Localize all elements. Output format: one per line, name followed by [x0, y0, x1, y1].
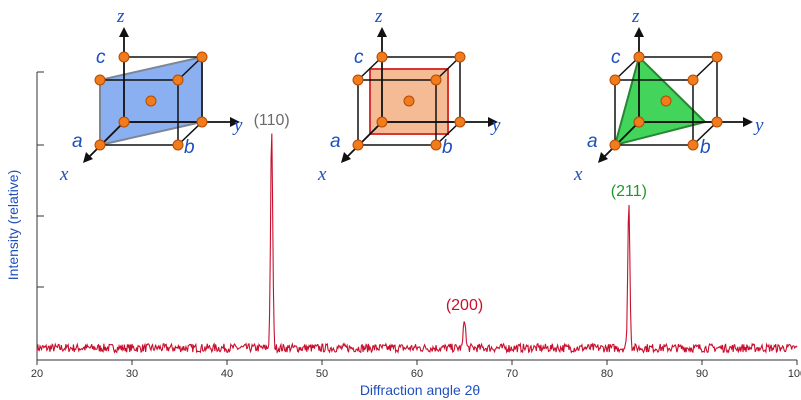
y-arrowhead: [743, 117, 753, 127]
atom: [711, 51, 723, 63]
atom: [430, 74, 442, 86]
x-axis-ticks: 20 30 40 50 60 70 80 90 100: [31, 360, 801, 380]
cube-diagram-200: z y x a b c: [317, 6, 501, 185]
atom: [352, 139, 364, 151]
atom: [376, 116, 388, 128]
atom: [633, 51, 645, 63]
corner-label-a: a: [330, 131, 341, 152]
axis-label-y: y: [232, 115, 243, 136]
axis-label-x: x: [573, 164, 583, 185]
x-tick-label: 30: [126, 368, 138, 380]
axis-label-z: z: [631, 6, 640, 27]
y-arrowhead: [488, 117, 498, 127]
x-tick-label: 100: [788, 368, 801, 380]
corner-label-b: b: [442, 137, 453, 158]
axis-arrows: [87, 34, 232, 159]
corner-label-a: a: [72, 131, 83, 152]
intensity-series-line: [36, 133, 798, 355]
corner-label-b: b: [700, 137, 711, 158]
atom: [660, 95, 672, 107]
y-axis-ticks: [37, 71, 44, 288]
atom: [403, 95, 415, 107]
y-arrowhead: [230, 117, 240, 127]
atom: [118, 51, 130, 63]
atoms: [94, 51, 208, 151]
corner-label-c: c: [611, 47, 621, 68]
y-axis-title: Intensity (relative): [5, 170, 21, 280]
x-tick-label: 80: [601, 368, 613, 380]
axis-arrows: [602, 34, 745, 159]
peak-label-110: (110): [254, 112, 290, 129]
axis-label-x: x: [317, 164, 327, 185]
axis-label-z: z: [374, 6, 383, 27]
atom: [196, 116, 208, 128]
atom: [609, 139, 621, 151]
x-arrowhead: [598, 152, 608, 163]
z-arrowhead: [634, 27, 644, 37]
atom: [352, 74, 364, 86]
atoms: [352, 51, 466, 151]
atom: [609, 74, 621, 86]
atom: [196, 51, 208, 63]
peak-label-211: (211): [611, 183, 647, 200]
atom: [376, 51, 388, 63]
corner-label-c: c: [96, 47, 106, 68]
atom: [145, 95, 157, 107]
atom: [454, 51, 466, 63]
x-tick-label: 70: [506, 368, 518, 380]
x-tick-label: 60: [411, 368, 423, 380]
atom: [172, 139, 184, 151]
z-arrowhead: [119, 27, 129, 37]
axis-label-y: y: [753, 115, 764, 136]
cube-diagram-211: z y x a b c: [573, 6, 764, 185]
atom: [687, 74, 699, 86]
corner-label-c: c: [354, 47, 364, 68]
axis-label-y: y: [490, 115, 501, 136]
cube-diagram-110: z y x a b c: [59, 6, 243, 185]
x-axis-title: Diffraction angle 2θ: [360, 382, 481, 398]
x-tick-label: 20: [31, 368, 43, 380]
atom: [94, 74, 106, 86]
atom: [118, 116, 130, 128]
x-arrowhead: [341, 152, 351, 163]
corner-label-b: b: [184, 137, 195, 158]
atom: [94, 139, 106, 151]
atoms: [609, 51, 723, 151]
atom: [633, 116, 645, 128]
axis-label-z: z: [116, 6, 125, 27]
z-arrowhead: [377, 27, 387, 37]
corner-label-a: a: [587, 131, 598, 152]
x-tick-label: 40: [221, 368, 233, 380]
atom: [430, 139, 442, 151]
atom: [454, 116, 466, 128]
atom: [687, 139, 699, 151]
peak-label-200: (200): [446, 297, 483, 314]
axis-label-x: x: [59, 164, 69, 185]
peak-labels: (110) (200) (211): [254, 112, 647, 314]
atom: [711, 116, 723, 128]
x-arrowhead: [83, 152, 93, 163]
axis-arrows: [345, 34, 490, 159]
x-tick-label: 50: [316, 368, 328, 380]
atom: [172, 74, 184, 86]
x-tick-label: 90: [696, 368, 708, 380]
